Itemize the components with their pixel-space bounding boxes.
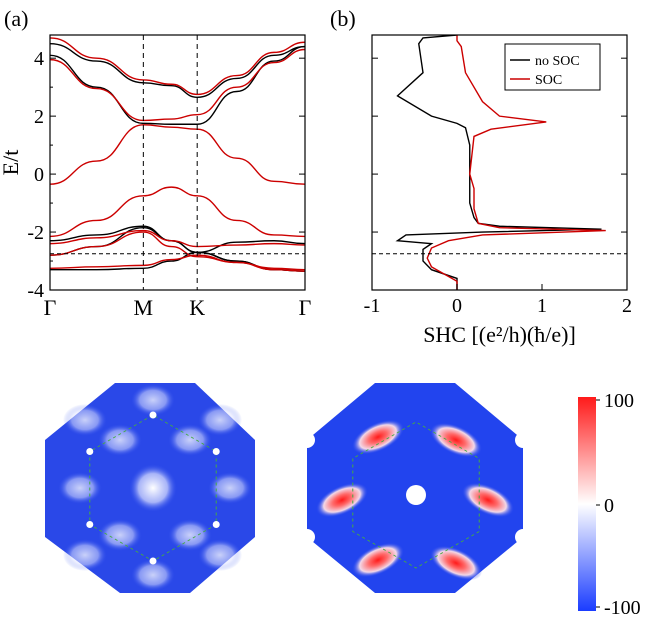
heatmap-d-red-spot-4	[351, 542, 405, 578]
heatmap-c-texture	[58, 384, 252, 591]
shc-lines	[395, 35, 606, 290]
heatmap-c-lobe-10	[63, 539, 107, 571]
legend-label-0: no SOC	[535, 54, 580, 69]
ylabel-a: E/t	[0, 150, 23, 176]
xtick-label-a: Γ	[44, 295, 57, 320]
panel-label-b: (b)	[330, 6, 356, 31]
axes-frame-a	[49, 34, 306, 291]
bz-vertex-c-1	[149, 557, 157, 565]
xtick-label-b: 0	[452, 295, 462, 317]
xtick-label-b: 2	[622, 295, 632, 317]
ytick-label-a: -2	[27, 222, 44, 244]
axes-frame-b	[371, 34, 628, 291]
panel-d-heatmap	[299, 383, 531, 593]
heatmap-c-lobe-11	[198, 539, 242, 571]
bz-vertex-c-3	[86, 448, 94, 455]
ytick-label-a: 2	[34, 106, 44, 128]
band-line-soc-3	[50, 186, 305, 238]
heatmap-c-lobe-9	[198, 404, 242, 436]
band-line-soc-5	[50, 231, 305, 271]
heatmap-c-lobe-7	[131, 559, 175, 591]
colorbar-label-0: 100	[604, 390, 634, 412]
band-line-nosoc-0	[50, 42, 305, 99]
heatmap-c-center	[129, 464, 177, 512]
xtick-label-a: M	[134, 295, 154, 320]
heatmap-d-corner-0	[299, 432, 315, 448]
xtick-label-b: 1	[537, 295, 547, 317]
xtick-label-b: -1	[364, 295, 381, 317]
band-line-nosoc-1	[50, 45, 305, 125]
legend-label-1: SOC	[535, 73, 562, 88]
bz-vertex-c-0	[212, 521, 220, 528]
band-line-soc-1	[50, 48, 305, 122]
bz-vertex-c-2	[86, 521, 94, 528]
panel-b-shc: (b) -1 0 1 2 SHC [(e²/h)(ħ/e)] no SOC SOC	[330, 6, 632, 347]
heatmap-d-red-spot-0	[351, 419, 405, 455]
panel-c-heatmap	[45, 383, 255, 593]
panel-label-a: (a)	[4, 6, 28, 31]
heatmap-c-lobe-5	[58, 472, 102, 504]
colorbar-gradient	[578, 397, 596, 611]
xtick-label-a: K	[189, 295, 205, 320]
band-line-soc-6	[50, 254, 305, 272]
heatmap-d-red-spot-1	[429, 422, 483, 458]
heatmap-c-lobe-6	[131, 384, 175, 416]
ytick-label-a: 0	[34, 164, 44, 186]
heatmap-c-lobe-1	[168, 424, 212, 456]
xlabel-b: SHC [(e²/h)(ħ/e)]	[423, 322, 576, 347]
bz-outline-d	[352, 421, 480, 569]
colorbar-label-2: -100	[604, 597, 641, 619]
band-line-soc-4	[50, 229, 305, 248]
bands-group	[50, 37, 305, 272]
heatmap-d-red-spot-3	[461, 482, 515, 518]
heatmap-d-corner-2	[299, 529, 315, 545]
shc-line-soc	[426, 35, 606, 290]
bz-vertex-c-5	[212, 448, 220, 455]
heatmap-c-lobe-3	[168, 519, 212, 551]
bz-vertex-c-4	[149, 411, 157, 419]
heatmap-c-lobe-8	[63, 404, 107, 436]
colorbar-label-1: 0	[604, 495, 614, 517]
heatmap-c-lobe-4	[98, 519, 142, 551]
panel-a-band-structure: (a) -4 -2 0 2 4 Γ M K Γ E/t	[0, 6, 312, 320]
heatmap-d-corner-1	[515, 432, 531, 448]
heatmap-d-corner-3	[515, 529, 531, 545]
legend-b: no SOC SOC	[504, 43, 601, 91]
ytick-label-a: -4	[27, 280, 44, 302]
heatmap-d-red-spot-2	[315, 482, 369, 518]
band-line-soc-0	[50, 37, 305, 96]
ytick-label-a: 4	[34, 48, 44, 70]
colorbar: 100 0 -100	[578, 390, 641, 619]
shc-line-nosoc	[395, 35, 602, 290]
legend-box	[504, 43, 601, 91]
heatmap-d-center	[406, 485, 426, 505]
heatmap-d-red-spot-5	[429, 545, 483, 581]
heatmap-d-texture	[315, 419, 515, 581]
band-line-soc-2	[50, 124, 305, 185]
heatmap-c-lobe-2	[208, 472, 252, 504]
heatmap-c-lobe-0	[98, 424, 142, 456]
xtick-label-a: Γ	[299, 295, 312, 320]
